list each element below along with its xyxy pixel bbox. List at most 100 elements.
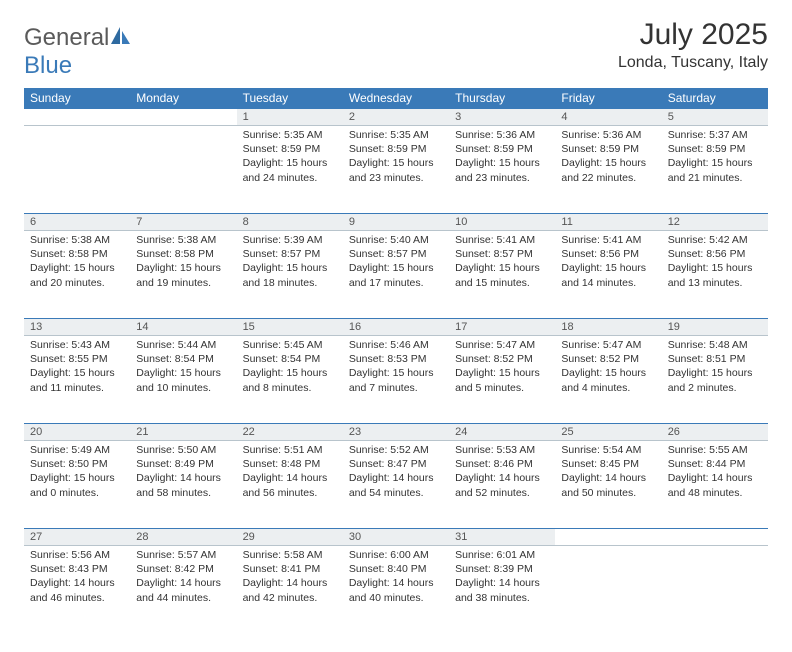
day-cell: Sunrise: 5:36 AMSunset: 8:59 PMDaylight:… [555, 126, 661, 214]
logo: General Blue [24, 18, 132, 80]
weekday-header: Wednesday [343, 88, 449, 109]
day-number-cell: 10 [449, 214, 555, 231]
day-cell: Sunrise: 5:49 AMSunset: 8:50 PMDaylight:… [24, 441, 130, 529]
sunrise-line: Sunrise: 5:42 AM [668, 233, 762, 247]
daylight-line: Daylight: 15 hours and 15 minutes. [455, 261, 549, 289]
weekday-header: Saturday [662, 88, 768, 109]
day-number-cell [662, 529, 768, 546]
sunset-line: Sunset: 8:59 PM [561, 142, 655, 156]
day-content: Sunrise: 5:41 AMSunset: 8:56 PMDaylight:… [555, 231, 661, 294]
day-content: Sunrise: 5:36 AMSunset: 8:59 PMDaylight:… [555, 126, 661, 189]
daynum-row: 12345 [24, 109, 768, 126]
day-number-cell: 16 [343, 319, 449, 336]
day-cell: Sunrise: 5:39 AMSunset: 8:57 PMDaylight:… [237, 231, 343, 319]
sunset-line: Sunset: 8:59 PM [349, 142, 443, 156]
day-content: Sunrise: 5:57 AMSunset: 8:42 PMDaylight:… [130, 546, 236, 609]
daylight-line: Daylight: 14 hours and 52 minutes. [455, 471, 549, 499]
sunrise-line: Sunrise: 5:40 AM [349, 233, 443, 247]
title-block: July 2025 Londa, Tuscany, Italy [618, 18, 768, 72]
day-cell: Sunrise: 5:51 AMSunset: 8:48 PMDaylight:… [237, 441, 343, 529]
day-number-cell: 11 [555, 214, 661, 231]
daylight-line: Daylight: 15 hours and 22 minutes. [561, 156, 655, 184]
sunrise-line: Sunrise: 5:47 AM [561, 338, 655, 352]
day-number-cell: 30 [343, 529, 449, 546]
weekday-header: Sunday [24, 88, 130, 109]
day-number-cell: 27 [24, 529, 130, 546]
sunset-line: Sunset: 8:49 PM [136, 457, 230, 471]
day-cell: Sunrise: 5:41 AMSunset: 8:56 PMDaylight:… [555, 231, 661, 319]
day-number-cell: 5 [662, 109, 768, 126]
day-cell: Sunrise: 6:01 AMSunset: 8:39 PMDaylight:… [449, 546, 555, 634]
day-number-cell: 2 [343, 109, 449, 126]
day-content: Sunrise: 5:55 AMSunset: 8:44 PMDaylight:… [662, 441, 768, 504]
day-cell: Sunrise: 5:57 AMSunset: 8:42 PMDaylight:… [130, 546, 236, 634]
sunrise-line: Sunrise: 5:47 AM [455, 338, 549, 352]
sunrise-line: Sunrise: 5:44 AM [136, 338, 230, 352]
day-cell: Sunrise: 5:35 AMSunset: 8:59 PMDaylight:… [343, 126, 449, 214]
day-content: Sunrise: 5:52 AMSunset: 8:47 PMDaylight:… [343, 441, 449, 504]
calendar-head: SundayMondayTuesdayWednesdayThursdayFrid… [24, 88, 768, 109]
day-cell: Sunrise: 5:53 AMSunset: 8:46 PMDaylight:… [449, 441, 555, 529]
day-cell: Sunrise: 5:37 AMSunset: 8:59 PMDaylight:… [662, 126, 768, 214]
day-number-cell: 28 [130, 529, 236, 546]
logo-word2: Blue [24, 52, 72, 79]
sunrise-line: Sunrise: 5:38 AM [136, 233, 230, 247]
day-number-cell [555, 529, 661, 546]
day-content: Sunrise: 5:51 AMSunset: 8:48 PMDaylight:… [237, 441, 343, 504]
sunset-line: Sunset: 8:40 PM [349, 562, 443, 576]
header: General Blue July 2025 Londa, Tuscany, I… [24, 18, 768, 80]
day-content: Sunrise: 5:36 AMSunset: 8:59 PMDaylight:… [449, 126, 555, 189]
daylight-line: Daylight: 15 hours and 23 minutes. [349, 156, 443, 184]
weekday-header: Thursday [449, 88, 555, 109]
day-cell: Sunrise: 5:43 AMSunset: 8:55 PMDaylight:… [24, 336, 130, 424]
day-content: Sunrise: 6:01 AMSunset: 8:39 PMDaylight:… [449, 546, 555, 609]
sunrise-line: Sunrise: 5:49 AM [30, 443, 124, 457]
day-cell: Sunrise: 5:41 AMSunset: 8:57 PMDaylight:… [449, 231, 555, 319]
sunset-line: Sunset: 8:54 PM [136, 352, 230, 366]
daylight-line: Daylight: 15 hours and 21 minutes. [668, 156, 762, 184]
daynum-row: 20212223242526 [24, 424, 768, 441]
sunset-line: Sunset: 8:47 PM [349, 457, 443, 471]
sunset-line: Sunset: 8:51 PM [668, 352, 762, 366]
day-number-cell: 22 [237, 424, 343, 441]
day-content: Sunrise: 5:48 AMSunset: 8:51 PMDaylight:… [662, 336, 768, 399]
sunrise-line: Sunrise: 5:41 AM [455, 233, 549, 247]
day-number-cell: 31 [449, 529, 555, 546]
sunset-line: Sunset: 8:46 PM [455, 457, 549, 471]
daylight-line: Daylight: 15 hours and 14 minutes. [561, 261, 655, 289]
sunset-line: Sunset: 8:57 PM [243, 247, 337, 261]
day-number-cell: 8 [237, 214, 343, 231]
weekday-header: Monday [130, 88, 236, 109]
week-row: Sunrise: 5:38 AMSunset: 8:58 PMDaylight:… [24, 231, 768, 319]
daylight-line: Daylight: 14 hours and 58 minutes. [136, 471, 230, 499]
sunset-line: Sunset: 8:42 PM [136, 562, 230, 576]
day-content: Sunrise: 5:50 AMSunset: 8:49 PMDaylight:… [130, 441, 236, 504]
sunrise-line: Sunrise: 5:51 AM [243, 443, 337, 457]
day-content: Sunrise: 5:49 AMSunset: 8:50 PMDaylight:… [24, 441, 130, 504]
sunrise-line: Sunrise: 5:53 AM [455, 443, 549, 457]
daylight-line: Daylight: 15 hours and 7 minutes. [349, 366, 443, 394]
sunrise-line: Sunrise: 5:43 AM [30, 338, 124, 352]
sunset-line: Sunset: 8:41 PM [243, 562, 337, 576]
sunset-line: Sunset: 8:45 PM [561, 457, 655, 471]
daylight-line: Daylight: 15 hours and 13 minutes. [668, 261, 762, 289]
month-title: July 2025 [618, 18, 768, 52]
daylight-line: Daylight: 15 hours and 5 minutes. [455, 366, 549, 394]
day-cell: Sunrise: 5:47 AMSunset: 8:52 PMDaylight:… [449, 336, 555, 424]
daylight-line: Daylight: 14 hours and 44 minutes. [136, 576, 230, 604]
day-content: Sunrise: 5:41 AMSunset: 8:57 PMDaylight:… [449, 231, 555, 294]
day-number-cell: 20 [24, 424, 130, 441]
day-content: Sunrise: 5:35 AMSunset: 8:59 PMDaylight:… [237, 126, 343, 189]
sunrise-line: Sunrise: 5:36 AM [455, 128, 549, 142]
sunrise-line: Sunrise: 5:57 AM [136, 548, 230, 562]
sunrise-line: Sunrise: 5:39 AM [243, 233, 337, 247]
day-number-cell: 9 [343, 214, 449, 231]
day-cell [130, 126, 236, 214]
calendar-body: 12345Sunrise: 5:35 AMSunset: 8:59 PMDayl… [24, 109, 768, 634]
daylight-line: Daylight: 15 hours and 11 minutes. [30, 366, 124, 394]
day-number-cell: 25 [555, 424, 661, 441]
daylight-line: Daylight: 15 hours and 0 minutes. [30, 471, 124, 499]
sunset-line: Sunset: 8:50 PM [30, 457, 124, 471]
day-number-cell: 7 [130, 214, 236, 231]
day-cell: Sunrise: 5:54 AMSunset: 8:45 PMDaylight:… [555, 441, 661, 529]
